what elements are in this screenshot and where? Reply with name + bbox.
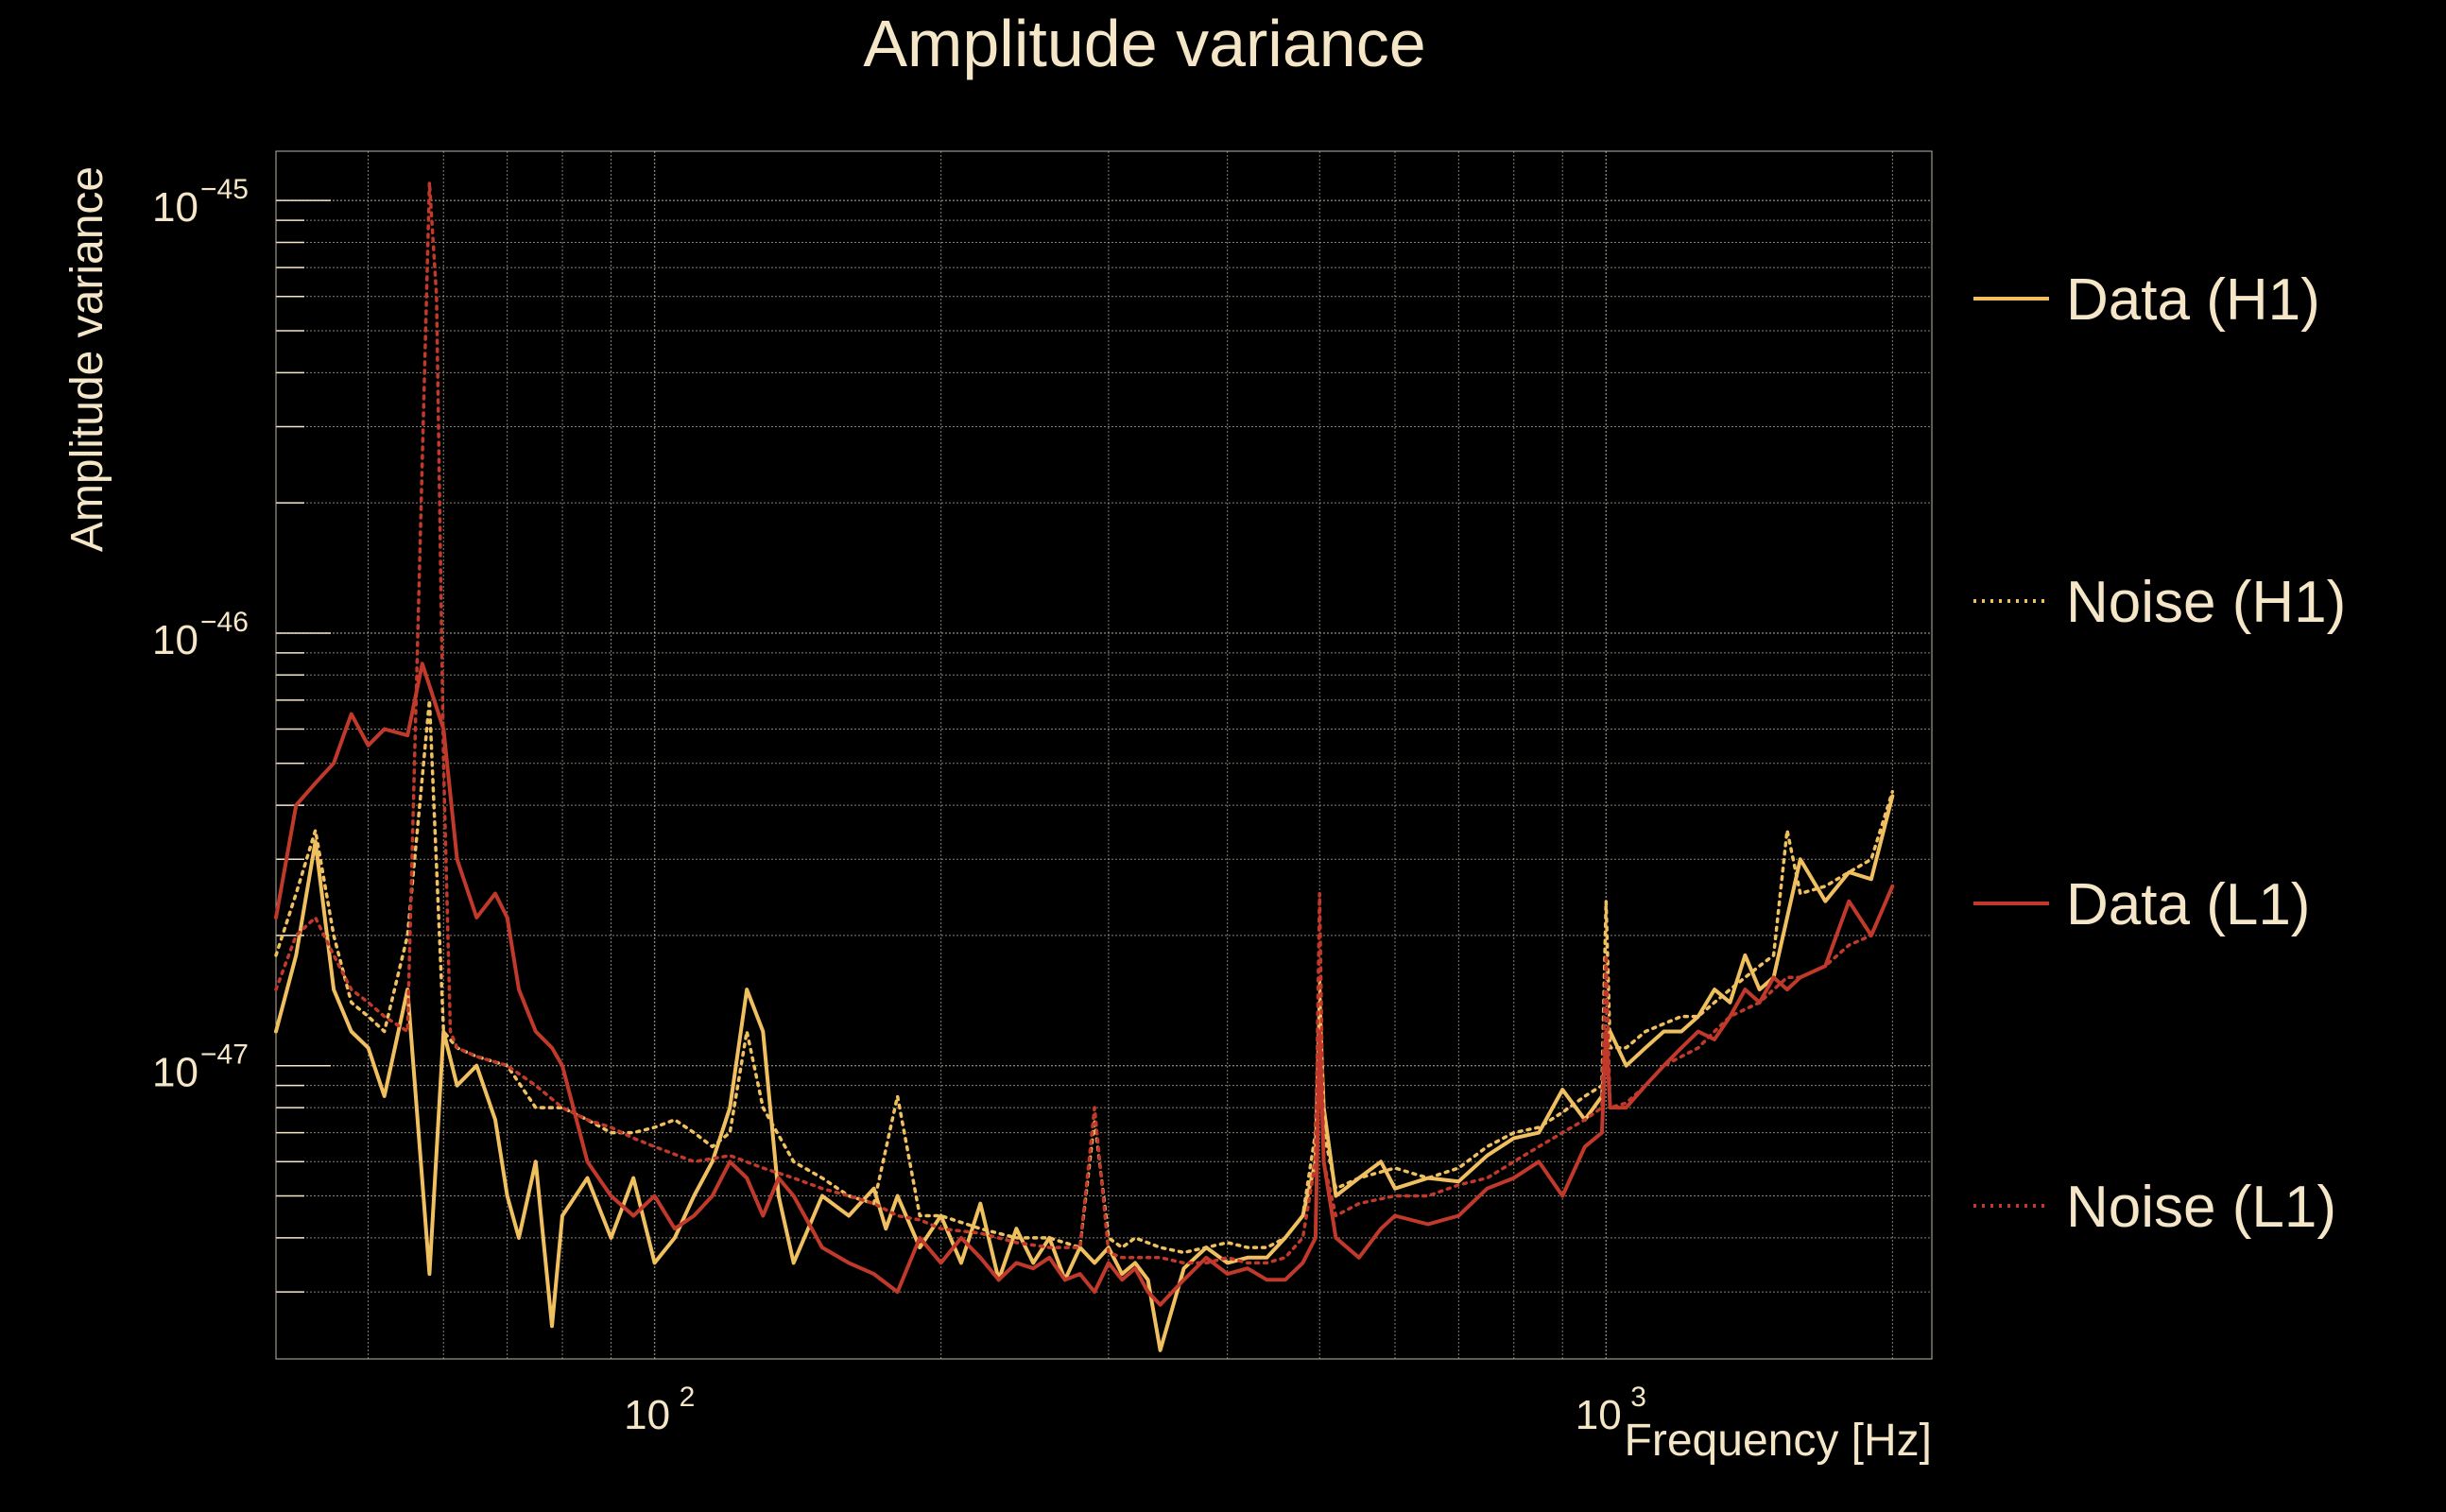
y-tick-label: 10: [152, 184, 198, 231]
x-tick-label: 10: [624, 1392, 670, 1438]
y-tick-exponent: −45: [200, 174, 249, 205]
chart-title: Amplitude variance: [863, 7, 1425, 80]
legend-label-noise-h1: Noise (H1): [2066, 570, 2346, 635]
series-lines: [274, 180, 1895, 1352]
legend-label-data-l1: Data (L1): [2066, 872, 2310, 937]
y-tick-exponent: −46: [200, 607, 249, 638]
series-line-noise-l1: [274, 180, 1895, 1265]
series-line-noise-h1: [274, 698, 1895, 1255]
plot-area-frame: [275, 150, 1933, 1360]
x-tick-exponent: 2: [680, 1382, 696, 1413]
x-axis-label: Frequency [Hz]: [1625, 1416, 1932, 1466]
grid-lines: [275, 151, 1932, 1359]
legend: Data (H1) Noise (H1) Data (L1) Noise (L1): [1973, 267, 2346, 1240]
y-axis-label: Amplitude variance: [62, 166, 112, 552]
legend-label-noise-l1: Noise (L1): [2066, 1175, 2336, 1240]
x-tick-exponent: 3: [1630, 1382, 1646, 1413]
series-line-data-h1: [274, 794, 1895, 1352]
y-tick-label: 10: [152, 1050, 198, 1096]
y-tick-exponent: −47: [200, 1040, 249, 1071]
x-tick-label: 10: [1576, 1392, 1622, 1438]
legend-label-data-h1: Data (H1): [2066, 267, 2320, 333]
series-line-data-l1: [274, 662, 1895, 1307]
y-tick-label: 10: [152, 617, 198, 663]
